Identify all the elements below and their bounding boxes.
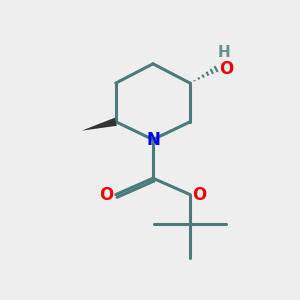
- Text: O: O: [193, 186, 207, 204]
- Text: H: H: [218, 45, 231, 60]
- Text: O: O: [99, 186, 113, 204]
- Text: N: N: [146, 130, 160, 148]
- Polygon shape: [82, 118, 117, 131]
- Text: O: O: [219, 60, 233, 78]
